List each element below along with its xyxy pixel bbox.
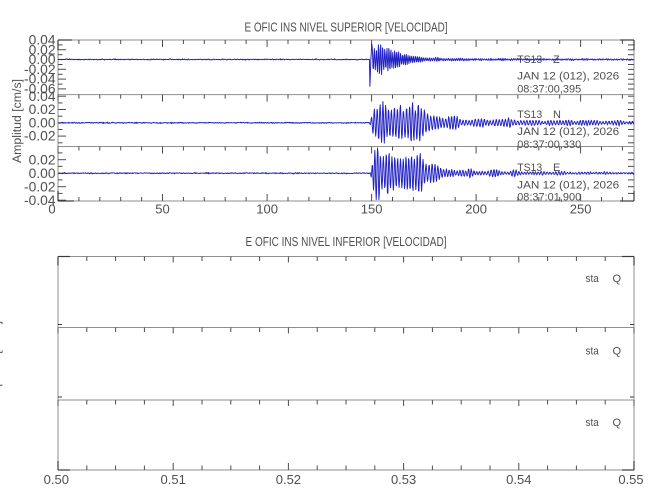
svg-text:0.52: 0.52 <box>276 472 301 487</box>
svg-text:08:37:00,330: 08:37:00,330 <box>517 139 581 151</box>
svg-text:E: E <box>553 162 560 174</box>
svg-text:N: N <box>553 109 561 121</box>
svg-text:sta: sta <box>586 417 600 429</box>
svg-text:0.02: 0.02 <box>29 152 56 167</box>
svg-text:100: 100 <box>256 202 278 217</box>
svg-text:0.55: 0.55 <box>618 472 643 487</box>
svg-text:-0.06: -0.06 <box>24 82 56 97</box>
svg-text:-0.02: -0.02 <box>24 62 55 77</box>
svg-text:Q: Q <box>613 417 622 429</box>
svg-text:50: 50 <box>155 202 169 217</box>
svg-text:JAN 12 (012), 2026: JAN 12 (012), 2026 <box>517 179 619 191</box>
svg-text:sta: sta <box>586 273 600 285</box>
svg-text:-0.04: -0.04 <box>24 193 56 208</box>
svg-text:-0.02: -0.02 <box>24 129 55 144</box>
svg-text:TS13: TS13 <box>517 54 542 66</box>
svg-text:250: 250 <box>570 202 592 217</box>
svg-text:0.00: 0.00 <box>29 166 56 181</box>
svg-text:0.54: 0.54 <box>506 472 531 487</box>
svg-text:200: 200 <box>465 202 487 217</box>
svg-text:0.04: 0.04 <box>29 33 56 48</box>
svg-text:-0.04: -0.04 <box>24 72 56 87</box>
svg-text:JAN 12 (012), 2026: JAN 12 (012), 2026 <box>517 126 619 138</box>
svg-text:0.04: 0.04 <box>29 89 56 104</box>
svg-text:sta: sta <box>586 345 600 357</box>
svg-text:0.53: 0.53 <box>391 472 416 487</box>
svg-text:Q: Q <box>613 273 622 285</box>
svg-text:Q: Q <box>613 345 622 357</box>
svg-text:0.00: 0.00 <box>29 115 56 130</box>
svg-text:0.51: 0.51 <box>161 472 186 487</box>
svg-text:JAN 12 (012), 2026: JAN 12 (012), 2026 <box>517 71 619 83</box>
svg-text:TS13: TS13 <box>517 162 542 174</box>
svg-text:150: 150 <box>361 202 383 217</box>
svg-text:0.02: 0.02 <box>29 102 56 117</box>
svg-text:08:37:01,900: 08:37:01,900 <box>517 192 581 204</box>
svg-text:E OFIC INS NIVEL SUPERIOR [VEL: E OFIC INS NIVEL SUPERIOR [VELOCIDAD] <box>245 20 448 35</box>
svg-text:0.50: 0.50 <box>44 472 69 487</box>
svg-text:0.00: 0.00 <box>29 52 56 67</box>
svg-text:0.02: 0.02 <box>29 42 56 57</box>
svg-text:E OFIC INS NIVEL INFERIOR [VEL: E OFIC INS NIVEL INFERIOR [VELOCIDAD] <box>246 234 447 249</box>
svg-text:Amplitud [cm/s]: Amplitud [cm/s] <box>0 321 3 405</box>
svg-text:Amplitud [cm/s]: Amplitud [cm/s] <box>10 79 24 163</box>
svg-text:-0.02: -0.02 <box>24 179 55 194</box>
svg-text:0: 0 <box>48 202 55 217</box>
svg-text:TS13: TS13 <box>517 109 542 121</box>
svg-text:08:37:00,395: 08:37:00,395 <box>517 84 581 96</box>
